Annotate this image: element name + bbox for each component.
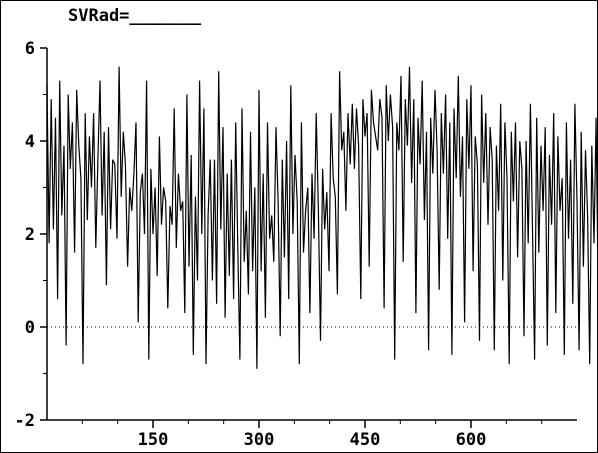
- x-tick-label: 450: [350, 430, 381, 450]
- plot-area: [46, 66, 598, 369]
- series-line: [46, 66, 598, 369]
- x-tick-label: 300: [244, 430, 275, 450]
- y-tick-label: 2: [25, 225, 35, 245]
- axes: -2 0 2 4 6 150 300 450 600: [15, 39, 577, 450]
- y-tick-label: -2: [15, 411, 35, 431]
- y-tick-label: 0: [25, 318, 35, 338]
- y-tick-label: 4: [25, 132, 35, 152]
- x-tick-label: 600: [456, 430, 487, 450]
- chart-title: SVRad=_______: [68, 6, 202, 26]
- x-tick-label: 150: [138, 430, 169, 450]
- y-tick-label: 6: [25, 39, 35, 59]
